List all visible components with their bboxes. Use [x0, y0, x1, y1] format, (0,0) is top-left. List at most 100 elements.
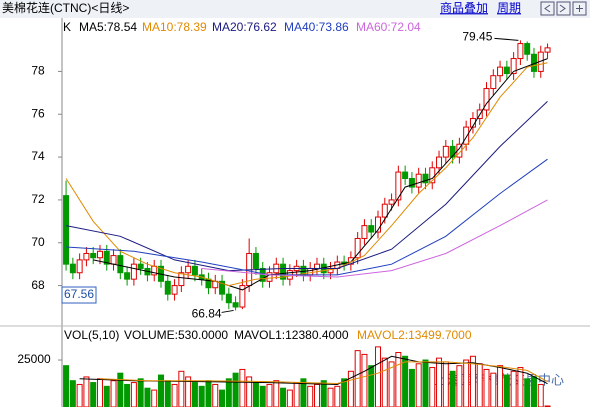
- candle-body: [422, 173, 429, 184]
- volume-bar: [530, 376, 537, 408]
- nav-icons[interactable]: [540, 1, 587, 16]
- candle-body: [368, 225, 375, 233]
- y-tick-label: 72: [31, 192, 45, 206]
- candle-body: [463, 126, 470, 145]
- candle-body: [402, 171, 409, 179]
- candle-body: [130, 263, 137, 280]
- volume-bar: [96, 378, 103, 408]
- candle-body: [442, 145, 449, 158]
- volume-bar: [361, 353, 368, 408]
- volume-bar: [334, 385, 341, 408]
- candle-body: [225, 293, 232, 304]
- overlay-button[interactable]: 商品叠加: [440, 0, 488, 15]
- volume-bar: [259, 385, 266, 408]
- candle-body: [252, 252, 259, 269]
- candle-body: [232, 302, 239, 308]
- high-pointer: [494, 37, 519, 41]
- candle-body: [381, 203, 388, 218]
- candle-body: [280, 263, 287, 280]
- volume-bar: [517, 367, 524, 408]
- period-button[interactable]: 周期: [497, 1, 521, 15]
- volume-bar: [225, 378, 232, 408]
- candle-body: [171, 285, 178, 295]
- candle-body: [178, 272, 185, 287]
- legend-entry: MA40:73.86: [284, 20, 349, 34]
- candle-body: [483, 88, 490, 111]
- candle-body: [191, 265, 198, 276]
- volume-bar: [436, 357, 443, 408]
- volume-bar: [273, 380, 280, 408]
- volume-bar: [341, 378, 348, 408]
- y-tick-label: 78: [31, 64, 45, 78]
- volume-bar: [137, 378, 144, 408]
- mavol-line: [99, 361, 548, 385]
- candle-body: [544, 47, 551, 53]
- chart-title: 美棉花连(CTNC)<日线>: [2, 0, 129, 15]
- volume-bar: [117, 372, 124, 408]
- candle-body: [436, 156, 443, 169]
- volume-bar: [164, 380, 171, 408]
- candle-body: [185, 265, 192, 274]
- volume-bar: [381, 357, 388, 408]
- volume-bar: [402, 355, 409, 408]
- y-tick-label: 68: [31, 278, 45, 292]
- volume-bar: [442, 361, 449, 408]
- volume-bar: [63, 365, 70, 408]
- candle-body: [408, 177, 415, 188]
- high-label: 79.45: [462, 30, 492, 44]
- vol-header: MAVOL1:12380.4000: [234, 328, 349, 342]
- candle-body: [354, 237, 361, 259]
- volume-bar: [198, 385, 205, 408]
- volume-bar: [456, 365, 463, 408]
- candle-body: [239, 285, 246, 308]
- volume-bar: [524, 378, 531, 408]
- volume-bar: [463, 359, 470, 408]
- volume-bar: [110, 380, 117, 408]
- ma-line: [65, 62, 548, 287]
- candle-body: [219, 280, 226, 295]
- candle-body: [313, 263, 320, 269]
- volume-bar: [307, 385, 314, 408]
- candle-body: [63, 195, 70, 265]
- vol-header: VOLUME:530.0000: [124, 328, 228, 342]
- volume-bar: [178, 370, 185, 408]
- volume-bar: [490, 372, 497, 408]
- volume-bar: [205, 380, 212, 408]
- volume-bar: [103, 385, 110, 408]
- candle-body: [266, 272, 273, 282]
- candle-body: [307, 267, 314, 276]
- candle-body: [497, 66, 504, 77]
- candle-body: [76, 259, 83, 274]
- legend-entry: MA60:72.04: [356, 20, 421, 34]
- volume-bar: [130, 382, 137, 408]
- ma-line: [66, 158, 548, 276]
- volume-bar: [395, 352, 402, 408]
- price-marker-box: [61, 286, 97, 304]
- price-marker: 67.56: [64, 287, 94, 301]
- candle-body: [375, 216, 382, 233]
- ma-line: [201, 199, 548, 278]
- legend-entry: MA20:76.62: [212, 20, 277, 34]
- legend-entry: MA10:78.39: [142, 20, 207, 34]
- volume-bar: [293, 382, 300, 408]
- candle-body: [164, 280, 171, 295]
- volume-bar: [476, 363, 483, 408]
- candle-body: [110, 255, 117, 265]
- volume-bar: [368, 365, 375, 408]
- candle-body: [90, 252, 97, 259]
- volume-bar: [219, 389, 226, 408]
- volume-bar: [286, 389, 293, 408]
- volume-bar: [83, 376, 90, 408]
- volume-bar: [232, 372, 239, 408]
- candle-body: [69, 263, 76, 274]
- y-tick-label: 70: [31, 235, 45, 249]
- candle-body: [510, 58, 517, 75]
- volume-bar: [313, 383, 320, 408]
- low-pointer: [221, 309, 234, 313]
- candle-body: [137, 263, 144, 269]
- volume-bar: [327, 387, 334, 408]
- volume-bar: [408, 368, 415, 408]
- volume-bar: [124, 383, 131, 408]
